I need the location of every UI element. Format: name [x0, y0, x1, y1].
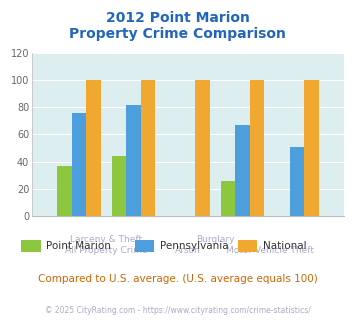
Text: All Property Crime: All Property Crime — [65, 246, 148, 255]
Text: Point Marion: Point Marion — [46, 241, 111, 251]
Text: Pennsylvania: Pennsylvania — [160, 241, 228, 251]
Bar — [141, 80, 155, 216]
Text: National: National — [263, 241, 306, 251]
Text: Burglary: Burglary — [196, 235, 235, 244]
Bar — [250, 80, 264, 216]
Bar — [290, 147, 304, 216]
Text: Arson: Arson — [175, 246, 201, 255]
Bar — [112, 156, 126, 216]
Text: Motor Vehicle Theft: Motor Vehicle Theft — [226, 246, 314, 255]
Text: Property Crime Comparison: Property Crime Comparison — [69, 27, 286, 41]
Bar — [195, 80, 210, 216]
Bar — [86, 80, 101, 216]
Bar — [235, 125, 250, 216]
Bar — [126, 105, 141, 216]
Bar — [72, 113, 86, 216]
Bar — [58, 166, 72, 216]
Text: © 2025 CityRating.com - https://www.cityrating.com/crime-statistics/: © 2025 CityRating.com - https://www.city… — [45, 306, 310, 315]
Bar — [304, 80, 319, 216]
Bar — [221, 181, 235, 216]
Text: 2012 Point Marion: 2012 Point Marion — [105, 11, 250, 25]
Text: Larceny & Theft: Larceny & Theft — [70, 235, 142, 244]
Text: Compared to U.S. average. (U.S. average equals 100): Compared to U.S. average. (U.S. average … — [38, 274, 317, 284]
